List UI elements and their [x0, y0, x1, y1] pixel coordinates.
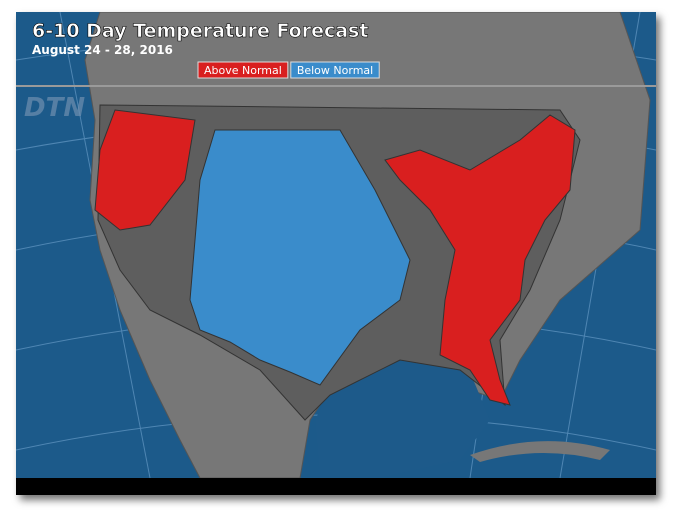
- below-normal-central: [189, 129, 411, 386]
- title: 6-10 Day Temperature Forecast: [32, 20, 368, 42]
- above-normal-east: [384, 114, 576, 406]
- gulf: [315, 360, 490, 478]
- legend-label: Below Normal: [297, 64, 373, 77]
- map-layer: [16, 12, 656, 478]
- above-normal-west: [94, 109, 196, 231]
- legend-box: [197, 61, 289, 79]
- footer-bar: [16, 478, 656, 495]
- legend: Above Normal Below Normal: [197, 61, 380, 79]
- legend-label: Above Normal: [204, 64, 282, 77]
- subtitle: August 24 - 28, 2016: [32, 43, 173, 57]
- logo: DTN: [24, 93, 85, 123]
- legend-box: [290, 61, 380, 79]
- cuba: [470, 441, 610, 462]
